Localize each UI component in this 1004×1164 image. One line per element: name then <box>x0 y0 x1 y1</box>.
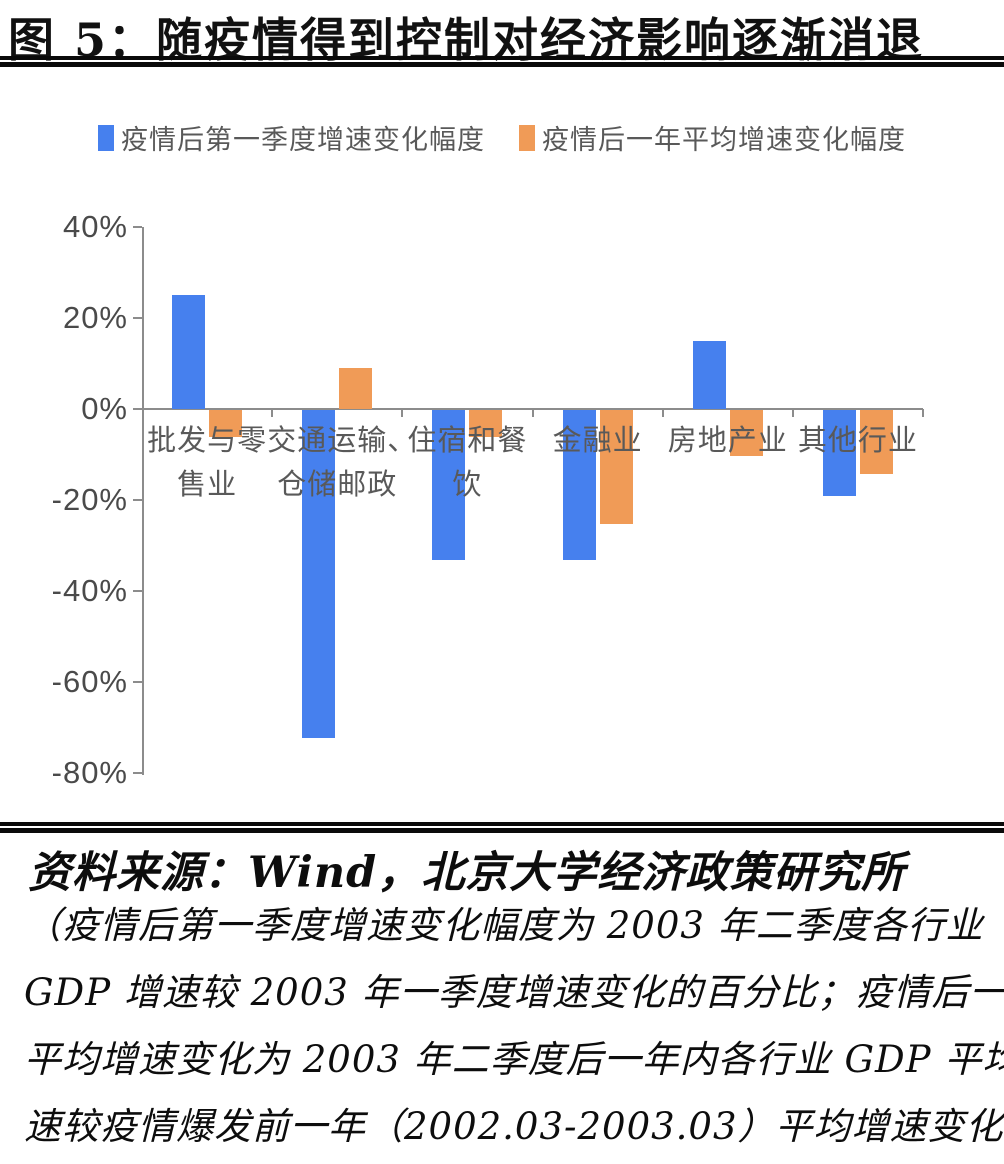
plot-area: 40% 20% 0% -20% -40% -60% -80% 批发与零 售业 交通运输、 仓储邮政住… <box>52 209 924 790</box>
legend-swatch-blue-icon <box>98 124 114 151</box>
bar-series2-住宿和餐饮 <box>469 410 503 438</box>
bar-series1-其他行业 <box>822 410 856 497</box>
x-axis-tick <box>661 409 664 417</box>
x-axis-tick <box>531 409 534 417</box>
y-axis-tick <box>133 681 142 683</box>
y-axis-tick <box>133 590 142 592</box>
footnote-line: GDP 增速较 2003 年一季度增速变化的百分比；疫情后一年 <box>24 971 1004 1014</box>
bar-series1-批发与零售业 <box>172 295 206 409</box>
y-axis-tick-label: -40% <box>51 573 128 608</box>
y-axis-tick-label: -60% <box>51 664 128 699</box>
y-axis-tick <box>133 317 142 319</box>
legend-item-q1: 疫情后第一季度增速变化幅度 <box>98 118 485 157</box>
bar-series2-金融业 <box>599 410 633 524</box>
y-axis-tick-label: -20% <box>51 482 128 517</box>
footnote: （疫情后第一季度增速变化幅度为 2003 年二季度各行业 GDP 增速较 200… <box>24 896 1004 1164</box>
x-axis-tick <box>791 409 794 417</box>
x-axis-label: 金融业 <box>552 425 643 457</box>
y-axis-tick-label: 20% <box>62 300 128 335</box>
title-divider-bottom <box>0 62 1004 67</box>
legend-label-year: 疫情后一年平均增速变化幅度 <box>542 125 906 155</box>
legend-label-q1: 疫情后第一季度增速变化幅度 <box>121 125 485 155</box>
x-axis-label: 交通运输、 仓储邮政 <box>267 425 418 501</box>
bar-series1-交通运输、仓储邮政 <box>302 410 336 738</box>
footnote-line: （疫情后第一季度增速变化幅度为 2003 年二季度各行业 <box>24 904 984 947</box>
y-axis-tick <box>133 226 142 228</box>
y-axis-line <box>142 227 144 775</box>
legend-swatch-orange-icon <box>519 124 535 151</box>
title-divider-top <box>0 56 1004 60</box>
x-axis-tick <box>271 409 274 417</box>
y-axis-tick-label: 0% <box>81 391 128 426</box>
y-axis-tick <box>133 772 142 774</box>
bar-series1-住宿和餐饮 <box>432 410 466 561</box>
bar-series2-批发与零售业 <box>209 410 243 438</box>
y-axis-tick <box>133 499 142 501</box>
legend-item-year: 疫情后一年平均增速变化幅度 <box>519 118 906 157</box>
source-line: 资料来源：Wind，北京大学经济政策研究所 <box>28 848 906 898</box>
figure-title: 图 5：随疫情得到控制对经济影响逐渐消退 <box>8 13 925 67</box>
y-axis-tick-label: 40% <box>62 209 128 244</box>
bar-series2-交通运输、仓储邮政 <box>339 368 373 409</box>
footnote-line: 速较疫情爆发前一年（2002.03-2003.03）平均增速变化的 <box>24 1105 1004 1148</box>
footer-divider-top <box>0 822 1004 826</box>
x-axis-label: 房地产业 <box>667 425 788 457</box>
bar-series1-房地产业 <box>692 340 726 409</box>
bar-series2-房地产业 <box>729 410 763 456</box>
bar-series2-其他行业 <box>859 410 893 474</box>
chart-legend: 疫情后第一季度增速变化幅度 疫情后一年平均增速变化幅度 <box>0 118 1004 157</box>
x-axis-tick <box>922 409 924 417</box>
x-axis-tick <box>401 409 404 417</box>
x-axis-label: 住宿和餐饮 <box>407 425 528 501</box>
x-axis-label: 其他行业 <box>797 425 918 457</box>
x-axis-label: 批发与零 售业 <box>147 425 268 501</box>
y-axis-tick <box>133 408 142 410</box>
footnote-line: 平均增速变化为 2003 年二季度后一年内各行业 GDP 平均增 <box>24 1038 1004 1081</box>
y-axis-tick-label: -80% <box>51 755 128 790</box>
bar-series1-金融业 <box>562 410 596 561</box>
footer-divider-bottom <box>0 828 1004 833</box>
